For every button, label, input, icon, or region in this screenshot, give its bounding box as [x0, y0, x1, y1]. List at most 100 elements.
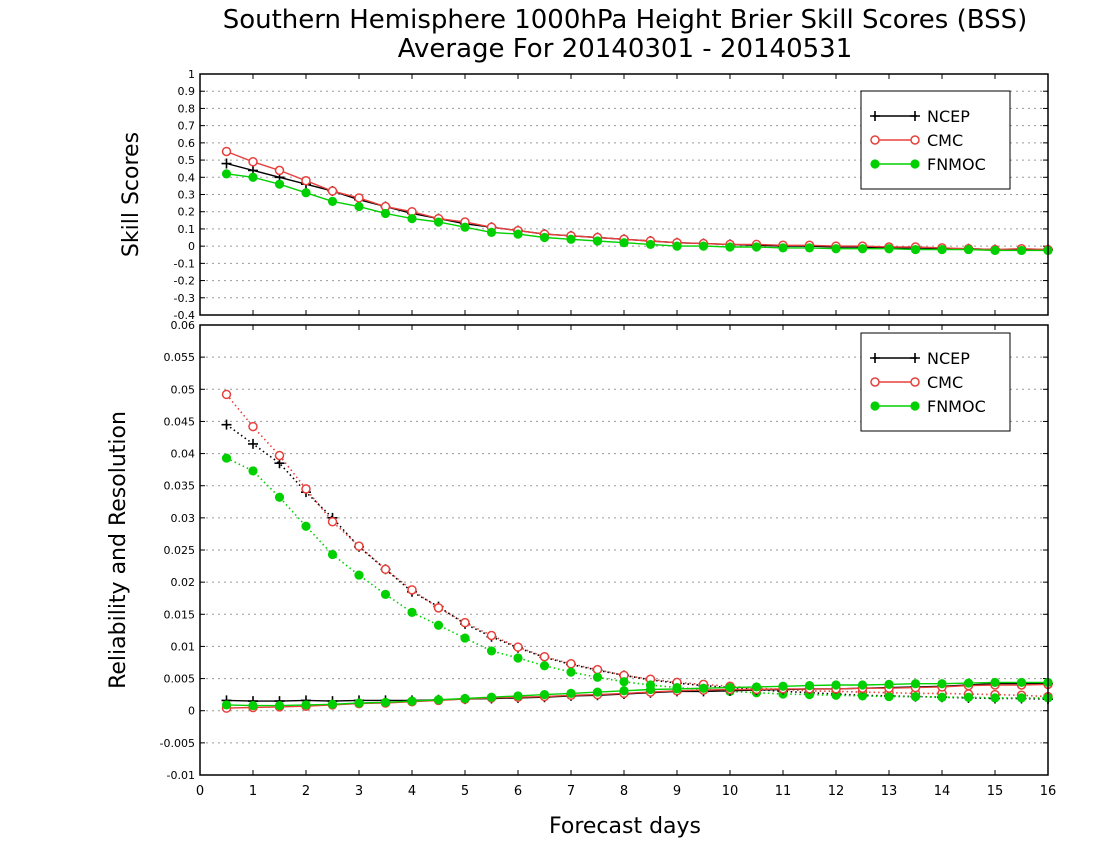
data-point-cmc — [407, 585, 417, 595]
data-point-fnmoc — [990, 245, 1000, 256]
data-point-fnmoc — [831, 244, 841, 254]
x-axis-title: Forecast days — [549, 814, 701, 839]
data-point-fnmoc — [354, 698, 364, 708]
x-tick-label: 4 — [408, 784, 416, 799]
data-point-cmc — [221, 146, 232, 157]
data-point-fnmoc — [619, 686, 629, 696]
legend-label-cmc: CMC — [927, 131, 963, 150]
data-point-fnmoc — [433, 695, 444, 705]
x-tick-label: 14 — [934, 784, 951, 799]
data-point-cmc — [301, 175, 311, 186]
data-point-fnmoc — [513, 691, 523, 701]
x-tick-label: 0 — [196, 784, 204, 799]
legend-marker-fnmoc — [870, 159, 880, 169]
y-tick-label: 0.05 — [171, 383, 196, 396]
y-tick-label: 0.02 — [171, 576, 196, 589]
plot-frame — [199, 73, 1049, 316]
data-point-ncep — [221, 158, 232, 169]
data-point-cmc — [301, 484, 311, 494]
y-tick-label: 0.04 — [171, 448, 196, 461]
data-point-fnmoc — [486, 227, 497, 237]
data-point-fnmoc — [354, 570, 364, 580]
data-point-fnmoc — [486, 692, 497, 702]
data-point-fnmoc — [1016, 677, 1027, 688]
data-point-fnmoc — [380, 697, 391, 707]
x-tick-label: 12 — [828, 784, 845, 799]
data-point-cmc — [327, 516, 338, 527]
legend-label-fnmoc: FNMOC — [927, 397, 986, 416]
data-point-fnmoc — [327, 549, 338, 560]
data-point-fnmoc — [884, 691, 894, 702]
data-point-fnmoc — [1016, 693, 1027, 703]
y-tick-label: -0.4 — [174, 309, 195, 322]
data-point-fnmoc — [513, 229, 523, 239]
data-point-fnmoc — [407, 214, 417, 224]
data-point-fnmoc — [433, 217, 444, 227]
data-point-fnmoc — [1016, 245, 1027, 256]
y-axis-title: Skill Scores — [119, 132, 144, 257]
x-tick-label: 2 — [302, 784, 310, 799]
legend-marker-ncep — [870, 111, 880, 121]
data-point-fnmoc — [990, 693, 1000, 703]
data-point-fnmoc — [910, 244, 921, 255]
data-point-ncep — [248, 438, 258, 449]
data-point-cmc — [539, 651, 550, 662]
skill-panel: 1 0.9 0.8 0.7 0.6 0.5 0.4 0.3 0.2 0.1 0 -0.1 -0.2 -0.… — [119, 68, 1053, 322]
data-point-fnmoc — [539, 690, 550, 700]
y-tick-label: 0.7 — [178, 120, 196, 133]
legend-marker-fnmoc — [910, 401, 920, 411]
y-tick-label: -0.3 — [174, 292, 195, 305]
x-tick-label: 3 — [355, 784, 363, 799]
legend-label-ncep: NCEP — [927, 349, 970, 368]
y-tick-label: 0.015 — [164, 608, 196, 621]
legend-label-fnmoc: FNMOC — [927, 155, 986, 174]
y-tick-label: 0.06 — [171, 319, 196, 332]
data-point-fnmoc — [698, 683, 709, 693]
data-point-fnmoc — [645, 239, 656, 250]
data-point-fnmoc — [645, 684, 656, 695]
data-point-fnmoc — [857, 244, 868, 254]
data-point-fnmoc — [698, 241, 709, 251]
x-tick-label: 5 — [461, 784, 469, 799]
data-point-fnmoc — [910, 679, 921, 689]
data-point-cmc — [354, 541, 364, 551]
plot-frame — [199, 324, 1049, 776]
data-point-fnmoc — [963, 678, 974, 688]
y-tick-label: 0.055 — [164, 351, 196, 364]
y-tick-label: 0.03 — [171, 512, 196, 525]
data-point-fnmoc — [566, 667, 576, 677]
legend: NCEP CMC FNMOC — [860, 90, 1011, 190]
data-point-fnmoc — [248, 466, 258, 476]
data-point-cmc — [566, 659, 576, 669]
data-point-fnmoc — [619, 677, 629, 687]
data-point-cmc — [327, 186, 338, 196]
legend-marker-fnmoc — [910, 159, 920, 169]
legend-marker-cmc — [870, 377, 880, 387]
x-tick-label: 15 — [987, 784, 1004, 799]
y-tick-label: 0.6 — [178, 137, 196, 150]
legend-marker-cmc — [910, 377, 920, 387]
y-tick-label: 0.5 — [178, 154, 196, 167]
data-point-fnmoc — [566, 688, 576, 698]
data-point-fnmoc — [354, 201, 364, 212]
data-point-fnmoc — [592, 687, 603, 697]
data-point-fnmoc — [804, 243, 815, 253]
chart-title: Southern Hemisphere 1000hPa Height Brier… — [223, 5, 1028, 35]
data-point-fnmoc — [990, 677, 1000, 688]
data-point-fnmoc — [301, 521, 311, 531]
y-tick-label: 0.2 — [178, 206, 196, 219]
legend-label-cmc: CMC — [927, 373, 963, 392]
y-tick-label: 0.4 — [178, 171, 196, 184]
data-point-cmc — [274, 165, 285, 176]
x-tick-label: 8 — [620, 784, 628, 799]
data-point-cmc — [274, 450, 285, 461]
data-point-fnmoc — [831, 680, 841, 690]
data-point-fnmoc — [433, 620, 444, 630]
data-point-cmc — [248, 421, 258, 432]
data-point-fnmoc — [963, 244, 974, 255]
y-tick-label: 0.8 — [178, 102, 196, 115]
x-tick-label: 11 — [775, 784, 792, 799]
data-point-fnmoc — [274, 179, 285, 189]
data-point-fnmoc — [566, 234, 576, 244]
data-point-fnmoc — [937, 679, 947, 689]
